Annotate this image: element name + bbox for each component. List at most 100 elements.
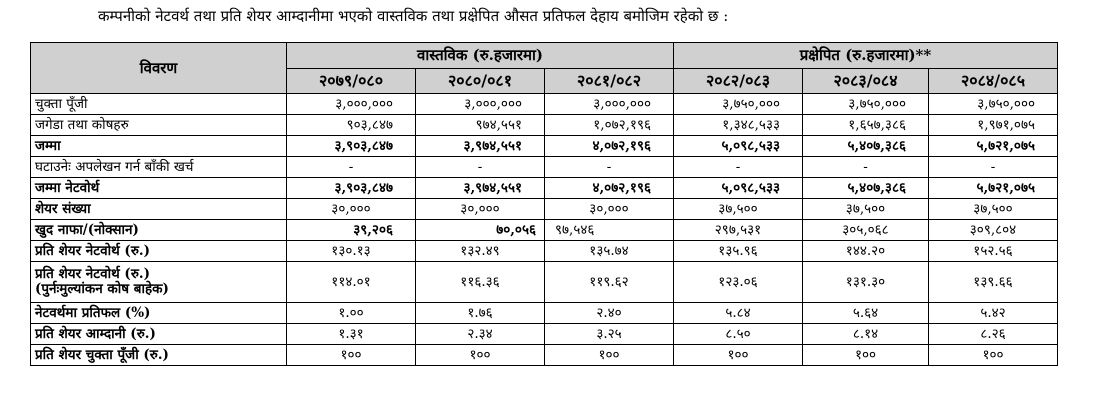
cell: ५,७२१,०७५ xyxy=(928,135,1058,157)
year-header: २०७९/०८० xyxy=(286,68,416,94)
cell: १३१.३० xyxy=(802,261,929,303)
cell: १.७६ xyxy=(415,302,545,324)
row-networth-per-share: प्रति शेयर नेटवोर्थ (रु.) १३०.१३ १३२.४९ … xyxy=(30,240,1058,262)
cell: १४४.२० xyxy=(802,240,929,262)
row-label: नेटवर्थमा प्रतिफल (%) xyxy=(30,302,287,324)
row-less-writeoff: घटाउनेः अपलेखन गर्न बाँकी खर्च - - - - -… xyxy=(30,156,1058,178)
cell: ५.६४ xyxy=(802,302,929,324)
row-label: जगेडा तथा कोषहरु xyxy=(30,114,287,136)
cell: १०० xyxy=(286,344,416,366)
cell: ३०,००० xyxy=(415,198,545,220)
row-eps: प्रति शेयर आम्दानी (रु.) १.३१ २.३४ ३.२५ … xyxy=(30,323,1058,345)
cell: ५.४२ xyxy=(928,302,1058,324)
cell: १,३४८,५३३ xyxy=(673,114,803,136)
cell: १०० xyxy=(802,344,929,366)
row-return-on-networth: नेटवर्थमा प्रतिफल (%) १.०० १.७६ २.४० ५.८… xyxy=(30,302,1058,324)
row-label: जम्मा नेटवोर्थ xyxy=(30,177,287,199)
cell: ५,७२१,०७५ xyxy=(928,177,1058,199)
cell: ३,०००,००० xyxy=(286,93,416,115)
year-header: २०८२/०८३ xyxy=(673,68,803,94)
cell: १३५.९६ xyxy=(673,240,803,262)
row-label: प्रति शेयर चुक्ता पूँजी (रु.) xyxy=(30,344,287,366)
year-header: २०८३/०८४ xyxy=(802,68,929,94)
cell: ५,०९८,५३३ xyxy=(673,177,803,199)
row-label: घटाउनेः अपलेखन गर्न बाँकी खर्च xyxy=(30,156,287,178)
cell: ९७४,५५१ xyxy=(415,114,545,136)
cell: १२३.०६ xyxy=(673,261,803,303)
row-net-profit: खुद नाफा/(नोक्सान) ३९,२०६ ७०,०५६ ९७,५४६ … xyxy=(30,219,1058,241)
row-label: प्रति शेयर नेटवोर्थ (रु.) (पुर्नःमुल्यां… xyxy=(30,261,287,303)
row-paidup-capital: चुक्ता पूँजी ३,०००,००० ३,०००,००० ३,०००,०… xyxy=(30,93,1058,115)
cell: ७०,०५६ xyxy=(415,219,545,241)
row-label: प्रति शेयर नेटवोर्थ (रु.) xyxy=(30,240,287,262)
cell: ३,९७४,५५१ xyxy=(415,135,545,157)
networth-table: विवरण वास्तविक (रु.हजारमा) प्रक्षेपित (र… xyxy=(30,42,1058,366)
cell: १,९७१,०७५ xyxy=(928,114,1058,136)
header-row-groups: विवरण वास्तविक (रु.हजारमा) प्रक्षेपित (र… xyxy=(30,42,1058,94)
cell: - xyxy=(544,156,674,178)
cell: ५.८४ xyxy=(673,302,803,324)
cell: १.०० xyxy=(286,302,416,324)
header-row-years: २०७९/०८० २०८०/०८१ २०८१/०८२ २०८२/०८३ २०८३… xyxy=(31,68,1058,94)
cell: २.४० xyxy=(544,302,674,324)
cell: १०० xyxy=(928,344,1058,366)
cell: ४,०७२,१९६ xyxy=(544,177,674,199)
header-description: विवरण xyxy=(30,42,287,94)
cell: ९७,५४६ xyxy=(544,219,674,241)
header-actual: वास्तविक (रु.हजारमा) xyxy=(286,42,674,69)
cell: ५,०९८,५३३ xyxy=(673,135,803,157)
cell: २.३४ xyxy=(415,323,545,345)
cell: ५,४०७,३८६ xyxy=(802,135,929,157)
cell: ४,०७२,१९६ xyxy=(544,135,674,157)
cell: ३०,००० xyxy=(544,198,674,220)
row-networth-per-share-excl-reval: प्रति शेयर नेटवोर्थ (रु.) (पुर्नःमुल्यां… xyxy=(30,261,1058,303)
cell: - xyxy=(286,156,416,178)
cell: ५,४०७,३८६ xyxy=(802,177,929,199)
cell: ३०,००० xyxy=(286,198,416,220)
cell: ३,९०३,८४७ xyxy=(286,177,416,199)
cell: ९०३,८४७ xyxy=(286,114,416,136)
cell: ३०९,८०४ xyxy=(928,219,1058,241)
cell: ८.२६ xyxy=(928,323,1058,345)
cell: ३,०००,००० xyxy=(544,93,674,115)
cell: २९७,५३१ xyxy=(673,219,803,241)
cell: - xyxy=(415,156,545,178)
year-header: २०८०/०८१ xyxy=(415,68,545,94)
cell: ३०५,०६८ xyxy=(802,219,929,241)
cell: ८.१४ xyxy=(802,323,929,345)
cell: - xyxy=(673,156,803,178)
year-header: २०८१/०८२ xyxy=(544,68,674,94)
intro-paragraph: कम्पनीको नेटवर्थ तथा प्रति शेयर आम्दानीम… xyxy=(98,7,729,25)
row-label-line2: (पुर्नःमुल्यांकन कोष बाहेक) xyxy=(35,281,169,297)
cell: १.३१ xyxy=(286,323,416,345)
row-reserves: जगेडा तथा कोषहरु ९०३,८४७ ९७४,५५१ १,०७२,१… xyxy=(30,114,1058,136)
cell: ३७,५०० xyxy=(928,198,1058,220)
row-total-networth: जम्मा नेटवोर्थ ३,९०३,८४७ ३,९७४,५५१ ४,०७२… xyxy=(30,177,1058,199)
cell: ३७,५०० xyxy=(673,198,803,220)
cell: ३,७५०,००० xyxy=(928,93,1058,115)
cell: १३०.१३ xyxy=(286,240,416,262)
row-label: प्रति शेयर आम्दानी (रु.) xyxy=(30,323,287,345)
row-label: शेयर संख्या xyxy=(30,198,287,220)
cell: १०० xyxy=(673,344,803,366)
year-header: २०८४/०८५ xyxy=(928,68,1058,94)
row-label: जम्मा xyxy=(30,135,287,157)
cell: १०० xyxy=(544,344,674,366)
cell: ११६.३६ xyxy=(415,261,545,303)
cell: ८.५० xyxy=(673,323,803,345)
row-total: जम्मा ३,९०३,८४७ ३,९७४,५५१ ४,०७२,१९६ ५,०९… xyxy=(30,135,1058,157)
cell: ३,९७४,५५१ xyxy=(415,177,545,199)
cell: ३७,५०० xyxy=(802,198,929,220)
row-label-line1: प्रति शेयर नेटवोर्थ (रु.) xyxy=(35,266,150,283)
row-share-count: शेयर संख्या ३०,००० ३०,००० ३०,००० ३७,५०० … xyxy=(30,198,1058,220)
cell: १५२.५६ xyxy=(928,240,1058,262)
cell: ३,७५०,००० xyxy=(802,93,929,115)
row-label: खुद नाफा/(नोक्सान) xyxy=(30,219,287,241)
cell: १,६५७,३८६ xyxy=(802,114,929,136)
cell: १३२.४९ xyxy=(415,240,545,262)
cell: ३,०००,००० xyxy=(415,93,545,115)
cell: ३,७५०,००० xyxy=(673,93,803,115)
cell: - xyxy=(928,156,1058,178)
cell: - xyxy=(802,156,929,178)
cell: ११९.६२ xyxy=(544,261,674,303)
